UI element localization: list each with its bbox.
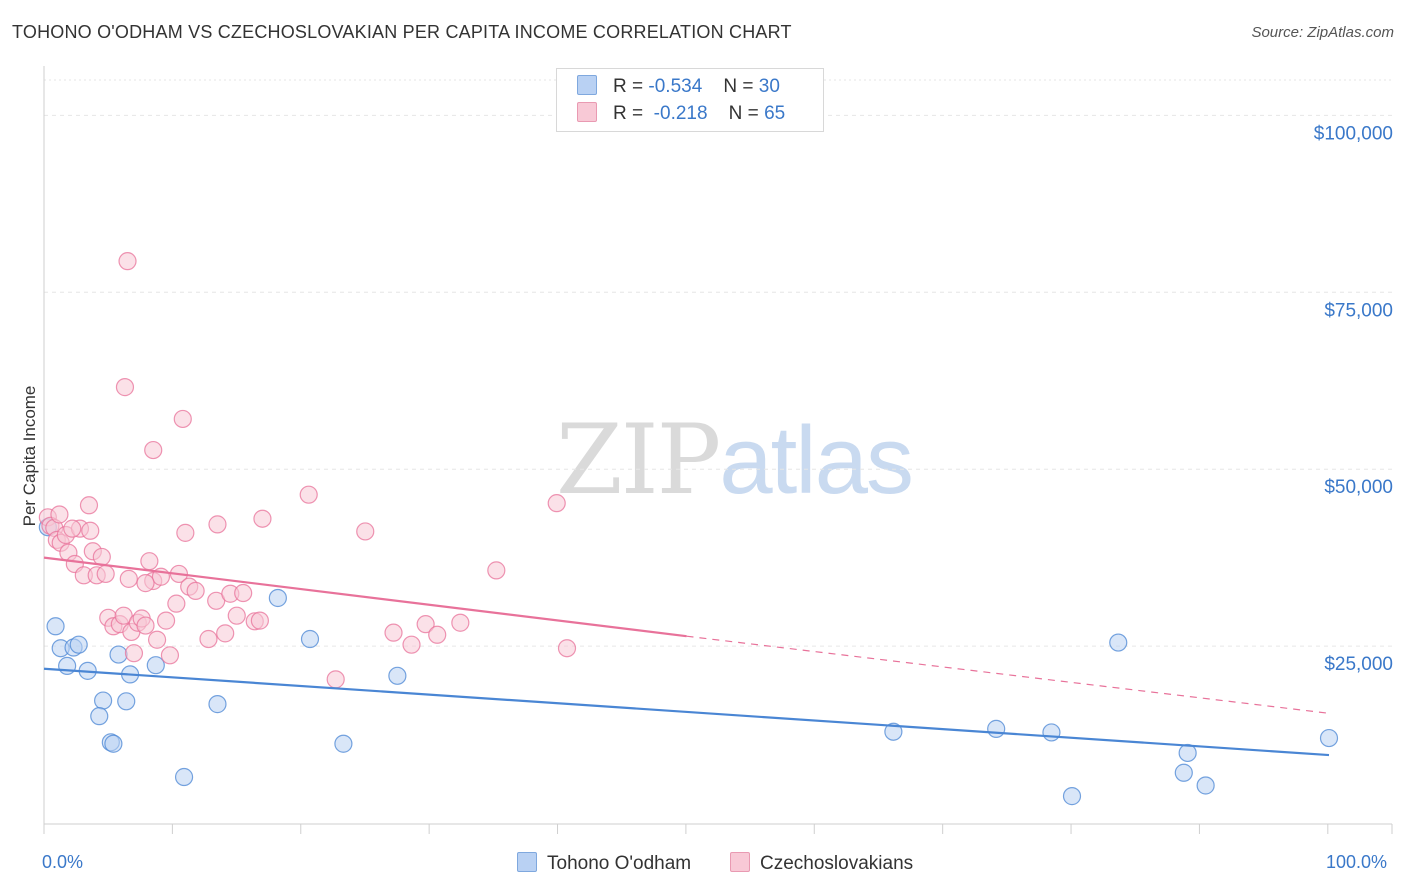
tohono-point: [1109, 633, 1128, 652]
y-tick-label: $25,000: [1324, 654, 1393, 675]
czech-point: [50, 505, 69, 524]
czech-point: [186, 581, 205, 601]
czech-point: [451, 613, 470, 632]
tohono-point: [208, 695, 227, 714]
x-tick-max: 100.0%: [1326, 852, 1388, 872]
tohono-point: [46, 617, 65, 636]
czech-point: [234, 583, 253, 603]
czech-point: [173, 409, 192, 429]
tohono-point: [884, 722, 903, 741]
czech-point: [402, 635, 421, 654]
tohono-point: [174, 767, 194, 787]
tohono-point: [987, 719, 1006, 738]
y-tick-label: $50,000: [1324, 477, 1393, 498]
tohono-trend-line: [43, 667, 1330, 757]
czech-point: [487, 561, 506, 580]
legend-item-czech[interactable]: Czechoslovakians: [730, 852, 913, 875]
czech-point: [167, 594, 186, 613]
czech-point: [176, 523, 195, 542]
y-tick-label: $75,000: [1324, 300, 1393, 321]
legend-swatch-tohono: [577, 75, 597, 95]
czech-point: [356, 522, 375, 541]
tohono-point: [1174, 763, 1193, 782]
czech-point: [140, 552, 159, 571]
watermark-zip: ZIP: [556, 404, 721, 516]
czech-point: [326, 670, 345, 689]
tohono-point: [69, 635, 88, 654]
tohono-point: [300, 629, 320, 649]
legend-swatch-tohono: [517, 852, 537, 872]
czech-point: [79, 496, 99, 515]
r-label: R =: [613, 76, 644, 97]
czech-point: [428, 625, 447, 644]
n-value-tohono: 30: [758, 76, 780, 97]
tohono-point: [1042, 723, 1061, 742]
chart-title: TOHONO O'ODHAM VS CZECHOSLOVAKIAN PER CA…: [12, 22, 792, 42]
tohono-point: [58, 656, 77, 676]
czech-point: [81, 521, 100, 540]
tohono-point: [1062, 787, 1082, 806]
x-tick-min: 0.0%: [42, 852, 84, 872]
czech-point: [160, 646, 180, 665]
r-value-tohono: -0.534: [648, 76, 703, 97]
legend-item-tohono[interactable]: Tohono O'odham: [517, 852, 691, 875]
y-tick-label: $100,000: [1314, 123, 1393, 144]
czech-point: [299, 485, 318, 504]
legend-label-czech: Czechoslovakians: [760, 853, 914, 874]
source-label: Source: ZipAtlas.com: [1251, 24, 1394, 41]
tohono-point: [1178, 743, 1197, 763]
watermark-atlas: atlas: [719, 407, 914, 514]
legend-row-tohono: R = -0.534 N = 30: [577, 75, 780, 99]
r-label: R =: [613, 103, 644, 124]
czech-point: [63, 519, 82, 538]
czech-point: [119, 569, 138, 588]
czech-point: [136, 616, 155, 635]
czech-point: [227, 606, 246, 625]
tohono-point: [90, 707, 109, 726]
czech-point: [557, 639, 577, 658]
tohono-point: [268, 588, 287, 608]
czech-point: [118, 252, 137, 271]
tohono-point: [117, 692, 136, 711]
r-value-czech: -0.218: [653, 103, 708, 124]
czech-point: [416, 615, 435, 634]
czech-trend-extension: [686, 635, 1330, 714]
czech-point: [147, 630, 167, 649]
tohono-point: [104, 734, 123, 753]
czech-point: [156, 611, 176, 630]
tohono-point: [1196, 776, 1215, 795]
n-value-czech: 65: [764, 103, 786, 124]
legend-swatch-czech: [730, 852, 750, 872]
czech-point: [136, 574, 155, 593]
czech-point: [253, 509, 272, 528]
n-label: N =: [723, 76, 754, 97]
tohono-point: [94, 691, 113, 710]
czech-point: [199, 629, 218, 649]
czech-point: [124, 644, 144, 663]
czech-point: [216, 624, 235, 643]
legend-row-czech: R = -0.218 N = 65: [577, 102, 785, 126]
czech-point: [96, 564, 115, 584]
n-label: N =: [728, 103, 759, 124]
legend-swatch-czech: [577, 102, 597, 122]
czech-point: [250, 611, 269, 630]
czech-point: [547, 494, 566, 513]
tohono-point: [1319, 728, 1339, 748]
czech-point: [208, 515, 227, 534]
watermark: ZIPatlas: [556, 404, 914, 516]
legend-label-tohono: Tohono O'odham: [547, 853, 692, 874]
czech-point: [115, 378, 135, 397]
tohono-point: [109, 645, 128, 664]
czech-point: [144, 440, 163, 460]
czech-point: [384, 623, 403, 642]
correlation-legend: R = -0.534 N = 30 R = -0.218 N = 65: [556, 68, 824, 132]
tohono-point: [388, 666, 407, 685]
y-axis-label: Per Capita Income: [20, 385, 39, 527]
tohono-point: [334, 734, 353, 753]
tohono-point: [146, 656, 165, 675]
czech-trend-line: [43, 556, 687, 638]
